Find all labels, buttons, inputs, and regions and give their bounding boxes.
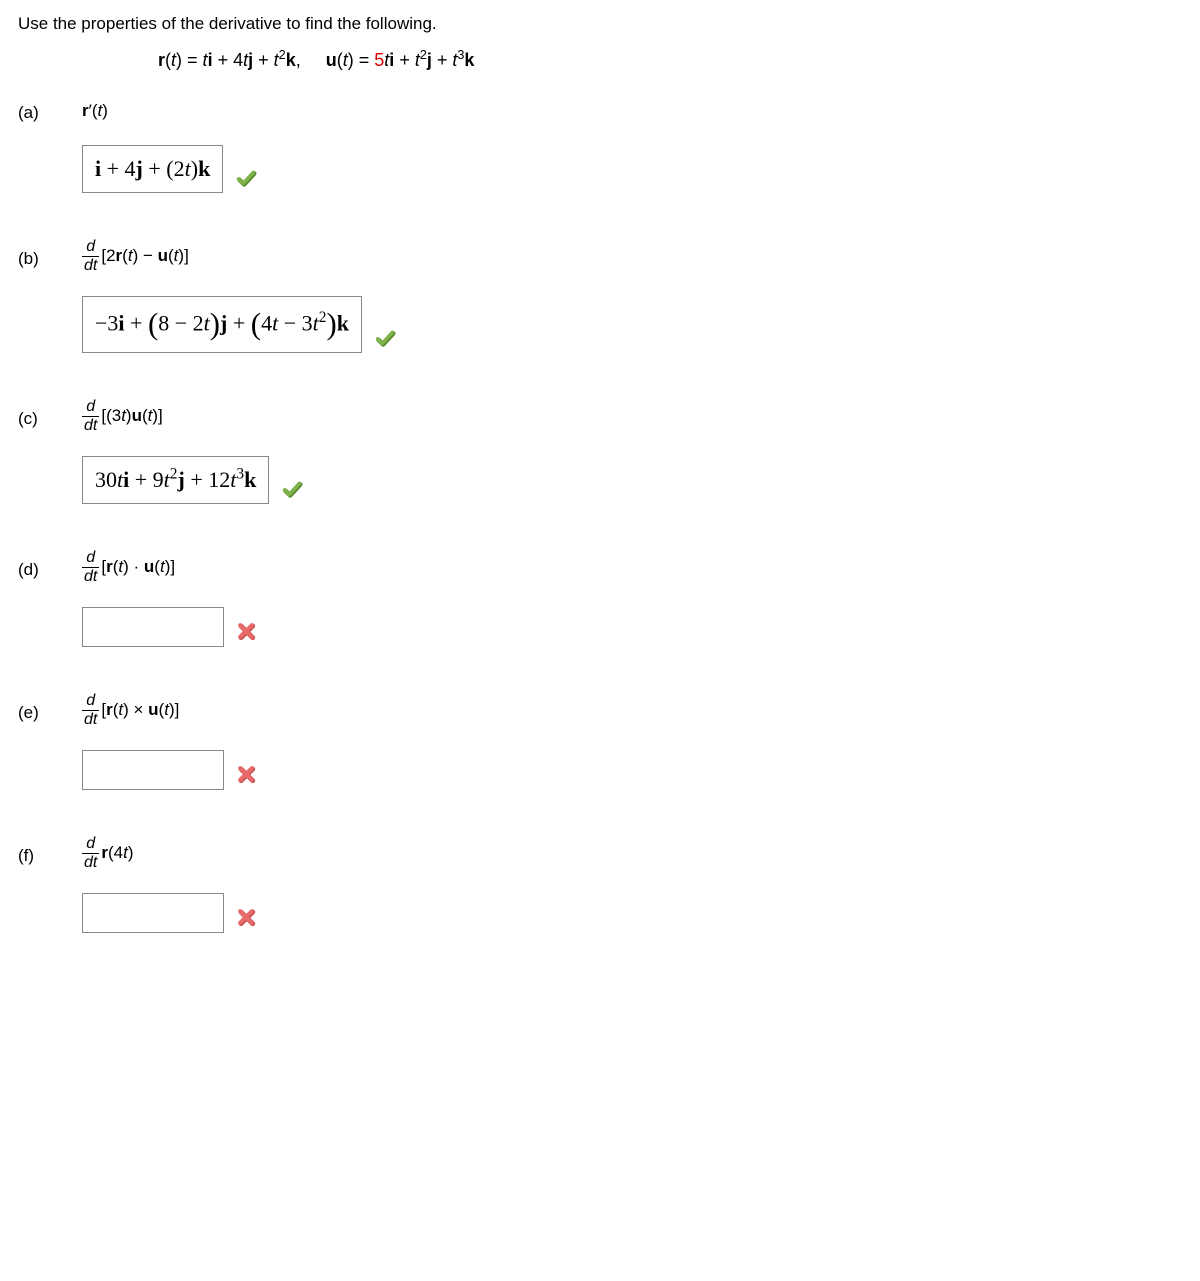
- part-c-prompt: ddt[(3t)u(t)]: [82, 399, 163, 434]
- part-b-answer[interactable]: −3i + (8 − 2t)j + (4t − 3t2)k: [82, 296, 362, 353]
- x-icon: [236, 621, 258, 643]
- part-c: (c) ddt[(3t)u(t)] 30ti + 9t2j + 12t3k: [18, 399, 1182, 504]
- part-d: (d) ddt[r(t) · u(t)]: [18, 550, 1182, 647]
- part-e-answer[interactable]: [82, 750, 224, 790]
- part-a-answer[interactable]: i + 4j + (2t)k: [82, 145, 223, 193]
- part-f-answer[interactable]: [82, 893, 224, 933]
- check-icon: [281, 478, 303, 500]
- x-icon: [236, 764, 258, 786]
- part-d-answer[interactable]: [82, 607, 224, 647]
- part-d-label: (d): [18, 556, 66, 580]
- x-icon: [236, 907, 258, 929]
- part-e-prompt: ddt[r(t) × u(t)]: [82, 693, 179, 728]
- part-c-answer[interactable]: 30ti + 9t2j + 12t3k: [82, 456, 269, 504]
- part-f-label: (f): [18, 842, 66, 866]
- check-icon: [374, 327, 396, 349]
- instruction-text: Use the properties of the derivative to …: [18, 14, 1182, 34]
- part-b-label: (b): [18, 245, 66, 269]
- given-u: u(t) = 5ti + t2j + t3k: [326, 50, 475, 70]
- part-e-label: (e): [18, 699, 66, 723]
- part-e: (e) ddt[r(t) × u(t)]: [18, 693, 1182, 790]
- part-a-label: (a): [18, 99, 66, 123]
- part-f: (f) ddtr(4t): [18, 836, 1182, 933]
- part-b: (b) ddt[2r(t) − u(t)] −3i + (8 − 2t)j + …: [18, 239, 1182, 353]
- part-a: (a) r′(t) i + 4j + (2t)k: [18, 99, 1182, 193]
- part-a-prompt: r′(t): [82, 101, 108, 121]
- part-f-prompt: ddtr(4t): [82, 836, 134, 871]
- part-b-prompt: ddt[2r(t) − u(t)]: [82, 239, 189, 274]
- check-icon: [235, 167, 257, 189]
- given-r: r(t) = ti + 4tj + t2k,: [158, 50, 301, 70]
- given-functions: r(t) = ti + 4tj + t2k, u(t) = 5ti + t2j …: [158, 50, 1182, 71]
- part-d-prompt: ddt[r(t) · u(t)]: [82, 550, 175, 585]
- part-c-label: (c): [18, 405, 66, 429]
